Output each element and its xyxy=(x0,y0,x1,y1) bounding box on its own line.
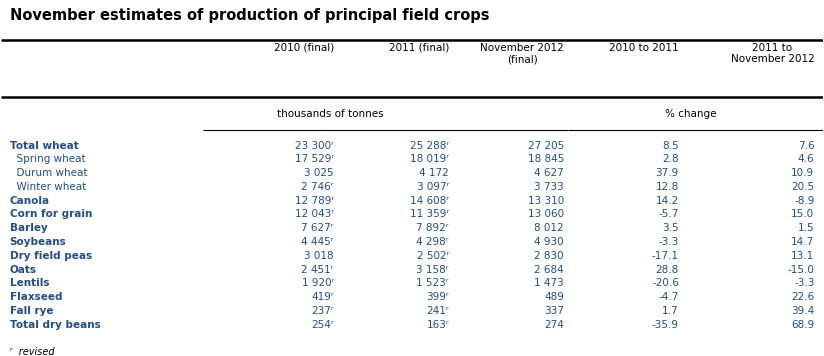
Text: 7 627ʳ: 7 627ʳ xyxy=(302,223,334,233)
Text: 1 523ʳ: 1 523ʳ xyxy=(416,278,449,288)
Text: 15.0: 15.0 xyxy=(791,209,814,219)
Text: 13.1: 13.1 xyxy=(791,251,814,261)
Text: 2011 to
November 2012: 2011 to November 2012 xyxy=(731,43,814,64)
Text: 399ʳ: 399ʳ xyxy=(426,292,449,302)
Text: 237ʳ: 237ʳ xyxy=(311,306,334,316)
Text: 39.4: 39.4 xyxy=(791,306,814,316)
Text: Winter wheat: Winter wheat xyxy=(10,182,86,192)
Text: % change: % change xyxy=(666,109,717,119)
Text: 4 172: 4 172 xyxy=(419,168,449,178)
Text: Spring wheat: Spring wheat xyxy=(10,155,85,164)
Text: 3 097ʳ: 3 097ʳ xyxy=(417,182,449,192)
Text: 254ʳ: 254ʳ xyxy=(311,320,334,330)
Text: Total dry beans: Total dry beans xyxy=(10,320,101,330)
Text: Canola: Canola xyxy=(10,196,49,206)
Text: Corn for grain: Corn for grain xyxy=(10,209,92,219)
Text: -17.1: -17.1 xyxy=(652,251,679,261)
Text: 13 060: 13 060 xyxy=(528,209,564,219)
Text: 17 529ʳ: 17 529ʳ xyxy=(295,155,334,164)
Text: 11 359ʳ: 11 359ʳ xyxy=(410,209,449,219)
Text: 2 746ʳ: 2 746ʳ xyxy=(302,182,334,192)
Text: 18 019ʳ: 18 019ʳ xyxy=(410,155,449,164)
Text: 489: 489 xyxy=(544,292,564,302)
Text: 2 830: 2 830 xyxy=(534,251,564,261)
Text: 14.2: 14.2 xyxy=(656,196,679,206)
Text: -4.7: -4.7 xyxy=(658,292,679,302)
Text: -8.9: -8.9 xyxy=(794,196,814,206)
Text: November estimates of production of principal field crops: November estimates of production of prin… xyxy=(10,9,489,23)
Text: 22.6: 22.6 xyxy=(791,292,814,302)
Text: 4 445ʳ: 4 445ʳ xyxy=(302,237,334,247)
Text: -15.0: -15.0 xyxy=(788,265,814,274)
Text: 4.6: 4.6 xyxy=(798,155,814,164)
Text: 1.5: 1.5 xyxy=(798,223,814,233)
Text: 25 288ʳ: 25 288ʳ xyxy=(410,141,449,151)
Text: 12.8: 12.8 xyxy=(656,182,679,192)
Text: 337: 337 xyxy=(544,306,564,316)
Text: 68.9: 68.9 xyxy=(791,320,814,330)
Text: 10.9: 10.9 xyxy=(791,168,814,178)
Text: 8 012: 8 012 xyxy=(534,223,564,233)
Text: 274: 274 xyxy=(544,320,564,330)
Text: Lentils: Lentils xyxy=(10,278,49,288)
Text: 7 892ʳ: 7 892ʳ xyxy=(416,223,449,233)
Text: 1.7: 1.7 xyxy=(662,306,679,316)
Text: Oats: Oats xyxy=(10,265,36,274)
Text: Flaxseed: Flaxseed xyxy=(10,292,62,302)
Text: -3.3: -3.3 xyxy=(794,278,814,288)
Text: 20.5: 20.5 xyxy=(791,182,814,192)
Text: 1 920ʳ: 1 920ʳ xyxy=(302,278,334,288)
Text: 3 025: 3 025 xyxy=(304,168,334,178)
Text: Dry field peas: Dry field peas xyxy=(10,251,91,261)
Text: 14 608ʳ: 14 608ʳ xyxy=(410,196,449,206)
Text: 14.7: 14.7 xyxy=(791,237,814,247)
Text: 3.5: 3.5 xyxy=(662,223,679,233)
Text: November 2012
(final): November 2012 (final) xyxy=(480,43,564,64)
Text: 18 845: 18 845 xyxy=(527,155,564,164)
Text: -3.3: -3.3 xyxy=(658,237,679,247)
Text: 23 300ʳ: 23 300ʳ xyxy=(295,141,334,151)
Text: 2010 (final): 2010 (final) xyxy=(274,43,334,53)
Text: 2010 to 2011: 2010 to 2011 xyxy=(609,43,679,53)
Text: Soybeans: Soybeans xyxy=(10,237,67,247)
Text: 12 789ʳ: 12 789ʳ xyxy=(295,196,334,206)
Text: 4 298ʳ: 4 298ʳ xyxy=(416,237,449,247)
Text: 27 205: 27 205 xyxy=(527,141,564,151)
Text: -35.9: -35.9 xyxy=(652,320,679,330)
Text: Total wheat: Total wheat xyxy=(10,141,78,151)
Text: 7.6: 7.6 xyxy=(798,141,814,151)
Text: -5.7: -5.7 xyxy=(658,209,679,219)
Text: 12 043ʳ: 12 043ʳ xyxy=(295,209,334,219)
Text: 13 310: 13 310 xyxy=(527,196,564,206)
Text: 4 627: 4 627 xyxy=(534,168,564,178)
Text: 163ʳ: 163ʳ xyxy=(426,320,449,330)
Text: Fall rye: Fall rye xyxy=(10,306,53,316)
Text: 8.5: 8.5 xyxy=(662,141,679,151)
Text: ʳ  revised: ʳ revised xyxy=(10,347,54,356)
Text: 241ʳ: 241ʳ xyxy=(426,306,449,316)
Text: 4 930: 4 930 xyxy=(534,237,564,247)
Text: 37.9: 37.9 xyxy=(656,168,679,178)
Text: 2 502ʳ: 2 502ʳ xyxy=(417,251,449,261)
Text: 2.8: 2.8 xyxy=(662,155,679,164)
Text: 2 451ʳ: 2 451ʳ xyxy=(302,265,334,274)
Text: 28.8: 28.8 xyxy=(656,265,679,274)
Text: 3 733: 3 733 xyxy=(534,182,564,192)
Text: Barley: Barley xyxy=(10,223,47,233)
Text: 3 018: 3 018 xyxy=(304,251,334,261)
Text: 3 158ʳ: 3 158ʳ xyxy=(416,265,449,274)
Text: -20.6: -20.6 xyxy=(652,278,679,288)
Text: Durum wheat: Durum wheat xyxy=(10,168,87,178)
Text: 2011 (final): 2011 (final) xyxy=(389,43,449,53)
Text: 1 473: 1 473 xyxy=(534,278,564,288)
Text: 419ʳ: 419ʳ xyxy=(311,292,334,302)
Text: 2 684: 2 684 xyxy=(534,265,564,274)
Text: thousands of tonnes: thousands of tonnes xyxy=(277,109,383,119)
